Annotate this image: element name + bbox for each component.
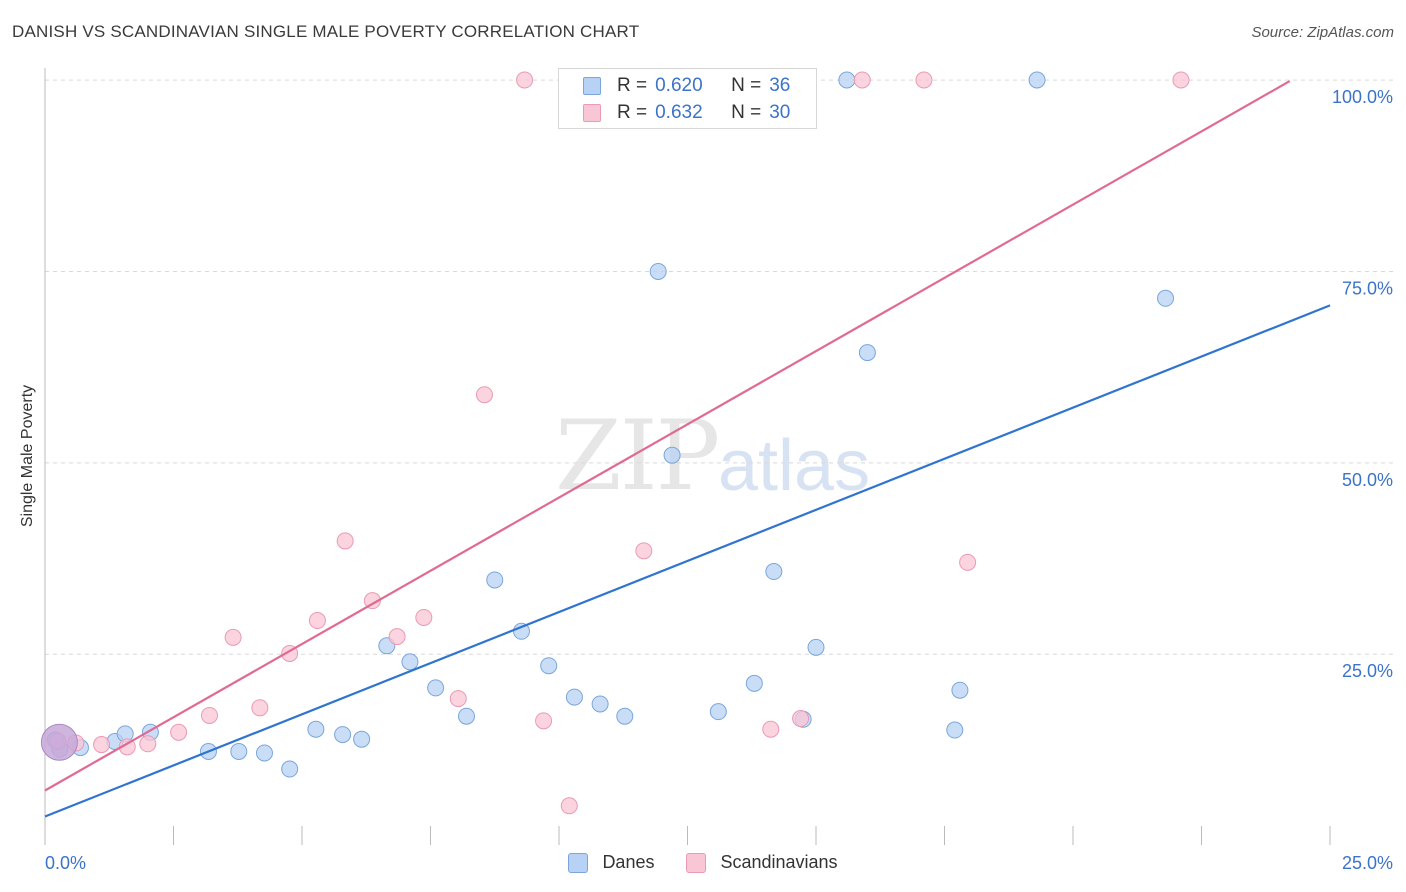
scandinavians-point [560, 797, 578, 815]
series-legend: Danes Scandinavians [0, 852, 1406, 873]
y-tick-label: 25.0% [1342, 661, 1393, 681]
scandinavians-point [363, 592, 381, 610]
danes-point [281, 760, 299, 778]
danes-point [951, 681, 969, 699]
scandinavians-point [475, 386, 493, 404]
danes-point [765, 563, 783, 581]
danes-point [230, 742, 248, 760]
danes-point [946, 721, 964, 739]
scandinavians-point [635, 542, 653, 560]
danes-point [591, 695, 609, 713]
danes-point [858, 344, 876, 362]
scandinavians-point [388, 628, 406, 646]
x-tick-label: 25.0% [1342, 853, 1393, 873]
scandinavians-point [336, 532, 354, 550]
scandinavians-point [792, 710, 810, 728]
overlap-cluster-point [40, 723, 78, 761]
y-tick-label: 75.0% [1342, 278, 1393, 298]
danes-point [807, 638, 825, 656]
scandinavians-point [251, 699, 269, 717]
danes-point [457, 707, 475, 725]
scandinavians-point [853, 71, 871, 89]
danes-point [649, 262, 667, 280]
danes-point [353, 730, 371, 748]
danes-point [709, 703, 727, 721]
danes-point [427, 679, 445, 697]
scandinavians-point [516, 71, 534, 89]
scandinavians-swatch [583, 104, 601, 122]
n-label: N = [731, 75, 762, 96]
danes-point [1157, 289, 1175, 307]
danes-point [307, 720, 325, 738]
n-value: 30 [769, 102, 791, 123]
danes-point [401, 653, 419, 671]
r-value: 0.632 [655, 102, 703, 123]
danes-point [663, 446, 681, 464]
watermark-atlas: atlas [718, 426, 871, 506]
scandinavians-point [170, 723, 188, 741]
danes-point [838, 71, 856, 89]
scandinavians-point [959, 553, 977, 571]
legend-label-danes: Danes [602, 852, 655, 872]
scandinavians-point [139, 735, 157, 753]
stats-row-danes: R = 0.620 N = 36 [583, 74, 791, 98]
scandinavians-legend-swatch [686, 852, 707, 873]
r-value: 0.620 [655, 75, 703, 96]
n-label: N = [731, 102, 762, 123]
scandinavians-point [915, 71, 933, 89]
source-label: Source: ZipAtlas.com [1251, 24, 1394, 41]
r-label: R = [617, 75, 648, 96]
y-tick-label: 100.0% [1332, 87, 1393, 107]
scandinavians-point [762, 720, 780, 738]
stats-legend: R = 0.620 N = 36 R = 0.632 N = 30 [558, 68, 817, 129]
scandinavians-point [415, 608, 433, 626]
danes-point [1028, 71, 1046, 89]
scandinavians-point [308, 612, 326, 630]
danes-point [486, 571, 504, 589]
danes-point [255, 744, 273, 762]
danes-legend-swatch [568, 852, 589, 873]
stats-row-scandinavians: R = 0.632 N = 30 [583, 101, 791, 125]
danes-swatch [583, 77, 601, 95]
watermark-zip: ZIP [555, 400, 720, 512]
danes-point [540, 657, 558, 675]
legend-item-danes[interactable]: Danes [568, 852, 654, 873]
scandinavians-point [449, 690, 467, 708]
n-value: 36 [769, 75, 791, 96]
r-label: R = [617, 102, 648, 123]
chart-title: DANISH VS SCANDINAVIAN SINGLE MALE POVER… [12, 22, 640, 41]
scandinavians-point [200, 706, 218, 724]
danes-point [745, 674, 763, 692]
legend-item-scandinavians[interactable]: Scandinavians [686, 852, 838, 873]
scandinavians-point [1172, 71, 1190, 89]
danes-point [334, 726, 352, 744]
scandinavians-point [118, 738, 136, 756]
x-tick-label: 0.0% [45, 853, 86, 873]
danes-point [565, 688, 583, 706]
scandinavians-point [93, 736, 111, 754]
legend-label-scandinavians: Scandinavians [720, 852, 838, 872]
scandinavians-trend-line [44, 80, 1291, 792]
scandinavians-point [535, 712, 553, 730]
y-tick-label: 50.0% [1342, 470, 1393, 490]
scandinavians-point [224, 628, 242, 646]
danes-point [616, 707, 634, 725]
danes-trend-line [44, 304, 1331, 818]
